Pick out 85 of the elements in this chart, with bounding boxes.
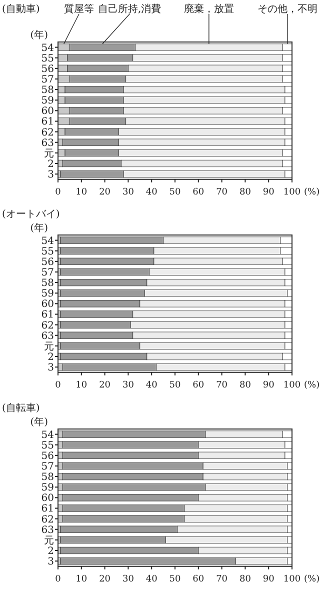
y-tick-label: 55 — [41, 440, 54, 451]
x-tick-label: 30 — [122, 380, 134, 391]
x-tick-label: 10 — [76, 380, 88, 391]
y-tick-label: 54 — [41, 236, 54, 248]
y-axis-title: (年) — [30, 222, 48, 234]
y-tick-label: 54 — [41, 429, 54, 440]
x-tick-label: 20 — [99, 574, 111, 584]
y-tick-label: 60 — [41, 299, 54, 310]
x-tick-label: 20 — [99, 380, 111, 391]
x-tick-label: 60 — [192, 574, 204, 584]
y-axis-title: (年) — [30, 416, 48, 428]
chart-title: (自動車) — [2, 3, 40, 15]
y-tick-label: 61 — [41, 310, 54, 322]
x-axis-title: (%) — [304, 187, 320, 198]
y-tick-label: 59 — [41, 96, 54, 107]
y-tick-label: 元 — [44, 148, 54, 160]
x-tick-label: 0 — [55, 380, 62, 391]
y-tick-label: 60 — [41, 106, 54, 118]
y-tick-label: 60 — [41, 492, 54, 504]
x-tick-label: 40 — [146, 380, 158, 391]
y-tick-label: 3 — [48, 170, 54, 181]
y-tick-label: 59 — [41, 288, 54, 300]
x-tick-label: 20 — [99, 187, 111, 198]
x-tick-label: 100 — [283, 380, 301, 391]
x-tick-label: 70 — [216, 574, 228, 584]
y-axis-title: (年) — [30, 29, 48, 41]
y-tick-label: 57 — [41, 461, 54, 472]
x-tick-label: 40 — [146, 187, 158, 198]
y-tick-label: 元 — [44, 342, 54, 353]
x-tick-label: 70 — [216, 380, 228, 391]
text: 廃棄，放置 — [184, 3, 234, 15]
y-tick-label: 56 — [41, 64, 54, 75]
chart-title: (自転車) — [2, 402, 40, 414]
y-tick-label: 56 — [41, 450, 54, 462]
text: 自己所持,消費 — [98, 3, 162, 15]
x-tick-label: 80 — [239, 574, 252, 584]
x-axis-title: (%) — [304, 380, 320, 391]
x-tick-label: 30 — [122, 187, 134, 198]
y-tick-label: 62 — [41, 514, 54, 525]
y-tick-label: 54 — [41, 42, 54, 54]
x-tick-label: 100 — [283, 574, 301, 584]
y-tick-label: 2 — [48, 158, 54, 170]
y-tick-label: 58 — [41, 85, 54, 96]
y-tick-label: 2 — [48, 352, 54, 364]
text: 質屋等 — [64, 3, 94, 15]
x-tick-label: 10 — [76, 574, 88, 584]
x-tick-label: 100 — [283, 187, 301, 198]
x-tick-label: 40 — [146, 574, 158, 584]
y-tick-label: 元 — [44, 535, 54, 546]
x-tick-label: 80 — [239, 187, 252, 198]
y-tick-label: 63 — [41, 331, 54, 342]
y-tick-label: 62 — [41, 127, 54, 138]
y-tick-label: 2 — [48, 546, 54, 557]
y-tick-label: 57 — [41, 74, 54, 86]
x-axis-title: (%) — [304, 574, 320, 584]
y-tick-label: 55 — [41, 246, 54, 258]
x-tick-label: 60 — [192, 380, 204, 391]
y-tick-label: 58 — [41, 278, 54, 290]
x-tick-label: 70 — [216, 187, 228, 198]
y-tick-label: 58 — [41, 472, 54, 483]
x-tick-label: 90 — [262, 380, 275, 391]
y-tick-label: 63 — [41, 524, 54, 536]
x-tick-label: 90 — [262, 187, 275, 198]
y-tick-label: 55 — [41, 53, 54, 64]
x-tick-label: 80 — [239, 380, 252, 391]
x-tick-label: 60 — [192, 187, 204, 198]
y-tick-label: 3 — [48, 556, 54, 568]
x-tick-label: 30 — [122, 574, 134, 584]
chart-title: (オートバイ) — [2, 209, 60, 220]
x-tick-label: 0 — [55, 187, 62, 198]
y-tick-label: 61 — [41, 503, 54, 514]
x-tick-label: 50 — [169, 574, 181, 584]
x-tick-label: 10 — [76, 187, 88, 198]
y-tick-label: 3 — [48, 362, 54, 374]
x-tick-label: 90 — [262, 574, 275, 584]
y-tick-label: 62 — [41, 320, 54, 332]
y-tick-label: 56 — [41, 257, 54, 268]
text: その他，不明 — [257, 3, 318, 15]
y-tick-label: 63 — [41, 138, 54, 149]
y-tick-label: 59 — [41, 482, 54, 494]
y-tick-label: 57 — [41, 268, 54, 279]
x-tick-label: 0 — [55, 574, 62, 584]
y-tick-label: 61 — [41, 116, 54, 128]
x-tick-label: 50 — [169, 380, 181, 391]
x-tick-label: 50 — [169, 187, 181, 198]
